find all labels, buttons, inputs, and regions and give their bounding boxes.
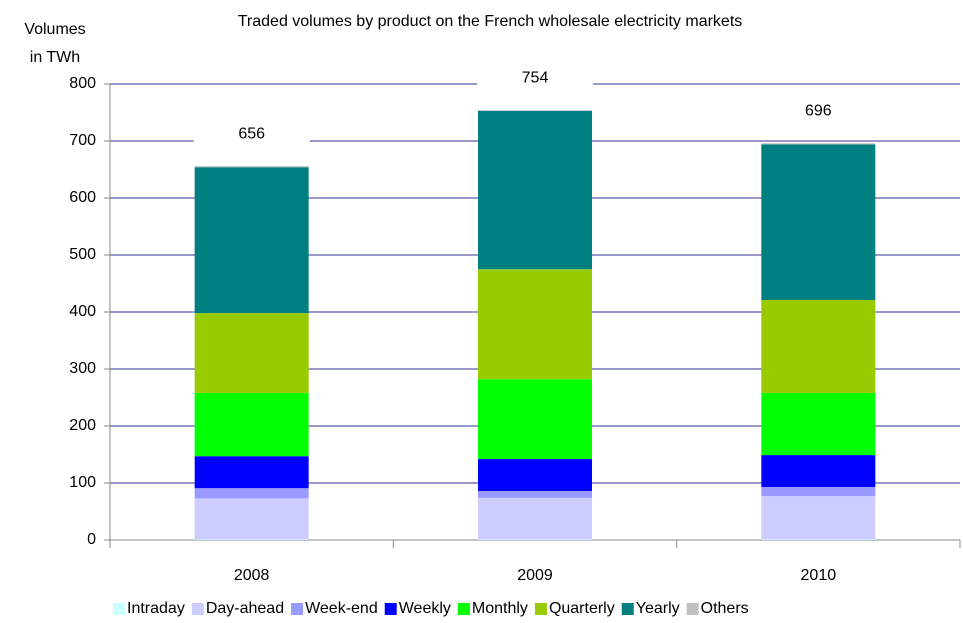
legend-label: Quarterly [549,600,615,617]
bar-segment [478,110,592,111]
bar-segment [761,539,876,540]
legend-label: Weekly [399,600,451,617]
x-tick-label: 2009 [517,567,553,584]
bar-segment [478,379,592,460]
bar-segment [194,313,309,393]
legend-swatch [384,603,397,615]
bar-segment [761,496,876,540]
total-label-bg [193,120,310,149]
bar-segment [194,498,309,540]
legend-swatch [291,603,304,615]
y-tick-label: 700 [69,132,96,149]
bar-segment [478,110,592,270]
total-label: 696 [805,102,832,119]
legend-swatch [191,603,204,615]
bar-segment [478,490,592,498]
legend-swatch [534,603,547,615]
bar-segment [194,456,309,489]
legend-swatch [113,603,125,615]
bar-segment [478,269,592,380]
legend-label: Monthly [472,600,528,617]
bar-segment [478,459,592,491]
bar-segment [478,497,592,540]
legend-label: Yearly [636,600,680,617]
legend-label: Day-ahead [206,600,284,617]
legend-swatch [457,603,470,615]
bar-segment [761,455,876,487]
legend-swatch [686,603,699,615]
bar-segment [194,166,309,168]
y-tick-label: 200 [69,417,96,434]
total-label-bg [477,64,593,93]
x-tick-label: 2008 [234,567,270,584]
bar-segment [478,539,592,540]
x-tick-label: 2010 [801,567,837,584]
total-label-bg [760,97,877,126]
bar-segment [761,144,876,301]
bar-segment [194,488,309,499]
y-tick-label: 300 [69,360,96,377]
bar-segment [761,486,876,497]
y-tick-label: 500 [69,246,96,263]
y-tick-label: 400 [69,303,96,320]
legend-swatch [621,603,634,615]
bar-segment [194,392,309,457]
bar-segment [194,167,309,314]
bar-segment [761,143,876,145]
y-tick-label: 600 [69,189,96,206]
legend-label: Intraday [127,600,185,617]
bar-segment [761,392,876,456]
y-axis-label: in TWh [30,49,80,66]
total-label: 754 [522,69,549,86]
chart-title: Traded volumes by product on the French … [238,13,743,30]
bar-segment [194,539,309,540]
legend-label: Week-end [305,600,378,617]
total-label: 656 [238,125,265,142]
legend-label: Others [701,600,749,617]
y-tick-label: 100 [69,474,96,491]
y-tick-label: 0 [87,531,96,548]
bar-segment [761,300,876,393]
y-tick-label: 800 [69,75,96,92]
y-axis-label: Volumes [24,21,85,38]
